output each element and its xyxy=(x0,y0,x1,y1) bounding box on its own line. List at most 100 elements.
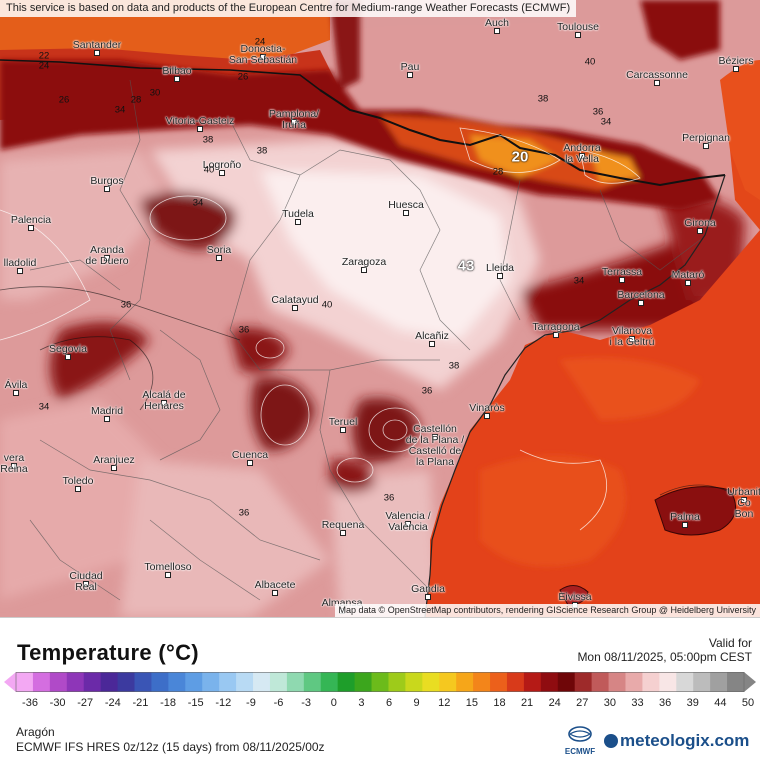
colorbar-swatch xyxy=(388,672,406,692)
city-marker xyxy=(407,72,413,78)
city-label-tomelloso[interactable]: Tomelloso xyxy=(144,561,192,573)
city-label-andorra[interactable]: Andorra la Vella xyxy=(563,142,601,165)
city-marker xyxy=(104,186,110,192)
city-label-urbanit[interactable]: Urbanit Co Bon xyxy=(727,486,760,520)
meteologix-icon xyxy=(604,734,618,748)
colorbar-swatch xyxy=(523,672,542,692)
colorbar-max-arrow xyxy=(744,672,756,692)
city-label-girona[interactable]: Girona xyxy=(684,217,716,229)
colorbar-swatch xyxy=(439,672,457,692)
contour-label: 40 xyxy=(321,299,333,311)
city-label-beziers[interactable]: Béziers xyxy=(718,55,754,67)
ecmwf-globe-icon xyxy=(568,726,592,742)
colorbar-swatch xyxy=(202,672,220,692)
city-label-requena[interactable]: Requena xyxy=(321,519,365,531)
colorbar-swatch xyxy=(506,672,525,692)
colorbar-swatch xyxy=(473,672,491,692)
temperature-field xyxy=(0,0,760,617)
city-label-aranda[interactable]: Aranda de Duero xyxy=(85,244,129,267)
colorbar-swatch xyxy=(134,672,152,692)
colorbar-tick-label: -21 xyxy=(132,697,149,709)
city-label-tudela[interactable]: Tudela xyxy=(282,208,314,220)
city-label-soria[interactable]: Soria xyxy=(206,244,232,256)
meteologix-brand[interactable]: meteologix.com xyxy=(604,731,749,751)
city-label-zaragoza[interactable]: Zaragoza xyxy=(341,256,387,268)
city-label-calatayud[interactable]: Calatayud xyxy=(271,294,319,306)
city-label-tarragona[interactable]: Tarragona xyxy=(532,321,580,333)
city-marker xyxy=(104,255,110,261)
colorbar-swatch xyxy=(151,672,169,692)
city-marker xyxy=(272,590,278,596)
city-label-toulouse[interactable]: Toulouse xyxy=(556,21,600,33)
city-label-vinaros[interactable]: Vinaròs xyxy=(469,402,505,414)
colorbar-swatch xyxy=(727,672,745,692)
city-label-donostia[interactable]: Donostia- San Sebastián xyxy=(228,43,298,66)
contour-label: 36 xyxy=(238,507,250,519)
city-marker xyxy=(579,153,585,159)
city-marker xyxy=(247,460,253,466)
colorbar-swatch xyxy=(16,672,34,692)
city-marker xyxy=(575,32,581,38)
colorbar-swatch xyxy=(100,672,119,692)
city-marker xyxy=(216,255,222,261)
city-label-alcaniz[interactable]: Alcañiz xyxy=(415,330,449,342)
city-label-vilanova[interactable]: Vilanova i la Geltrú xyxy=(609,325,655,348)
city-label-ciudadreal[interactable]: Ciudad Real xyxy=(69,570,103,593)
city-label-terrassa[interactable]: Terrassa xyxy=(601,266,643,278)
colorbar-swatch xyxy=(269,672,288,692)
city-label-valencia[interactable]: Valencia / València xyxy=(385,510,431,533)
city-marker xyxy=(403,210,409,216)
city-label-vitoria[interactable]: Vitoria-Gasteiz xyxy=(165,115,235,127)
valid-label: Valid for xyxy=(708,636,752,650)
city-marker xyxy=(111,465,117,471)
city-label-carcassonne[interactable]: Carcassonne xyxy=(626,69,688,81)
city-label-bilbao[interactable]: Bilbao xyxy=(162,65,192,77)
weather-map[interactable]: This service is based on data and produc… xyxy=(0,0,760,617)
city-label-segovia[interactable]: Segovia xyxy=(49,343,87,355)
city-label-teruel[interactable]: Teruel xyxy=(328,416,358,428)
city-label-toledo[interactable]: Toledo xyxy=(62,475,94,487)
city-label-talavera[interactable]: vera Reina xyxy=(0,452,28,475)
city-label-burgos[interactable]: Burgos xyxy=(90,175,124,187)
city-marker xyxy=(295,219,301,225)
colorbar-tick-label: 36 xyxy=(659,697,672,709)
city-label-pamplona[interactable]: Pamplona/ Iruña xyxy=(268,108,320,131)
colorbar-swatch xyxy=(253,672,271,692)
city-label-logrono[interactable]: Logroño xyxy=(202,159,242,171)
city-label-cuenca[interactable]: Cuenca xyxy=(231,449,269,461)
city-label-madrid[interactable]: Madrid xyxy=(90,405,124,417)
city-label-palencia[interactable]: Palencia xyxy=(10,214,52,226)
colorbar-tick-label: -9 xyxy=(246,697,256,709)
city-marker xyxy=(165,572,171,578)
contour-label: 34 xyxy=(573,275,585,287)
city-label-castellon[interactable]: Castellón de la Plana / Castelló de la P… xyxy=(405,423,465,468)
city-marker xyxy=(497,273,503,279)
contour-label: 26 xyxy=(58,94,70,106)
city-label-perpignan[interactable]: Perpignan xyxy=(682,132,730,144)
legend-panel: Temperature (°C) Valid for Mon 08/11/202… xyxy=(0,617,760,761)
ecmwf-logo[interactable]: ECMWF xyxy=(560,726,600,756)
city-label-auch[interactable]: Auch xyxy=(485,17,509,29)
colorbar-swatch xyxy=(540,672,559,692)
city-marker xyxy=(260,54,266,60)
city-label-pau[interactable]: Pau xyxy=(400,61,420,73)
colorbar-tick-label: -6 xyxy=(273,697,284,709)
city-label-albacete[interactable]: Albacete xyxy=(254,579,296,591)
city-label-mataro[interactable]: Mataró xyxy=(671,269,705,281)
colorbar-tick-label: 30 xyxy=(603,697,617,709)
city-label-huesca[interactable]: Huesca xyxy=(388,199,424,211)
city-label-santander[interactable]: Santander xyxy=(72,39,122,51)
city-label-aranjuez[interactable]: Aranjuez xyxy=(93,454,135,466)
city-label-gandia[interactable]: Gandia xyxy=(411,583,445,595)
city-label-eivissa[interactable]: Eivissa xyxy=(558,591,592,603)
city-label-palma[interactable]: Palma xyxy=(670,511,700,523)
city-label-alcala[interactable]: Alcalá de Henares xyxy=(142,389,186,412)
city-label-almansa[interactable]: Almansa xyxy=(321,597,363,609)
contour-label: 38 xyxy=(537,93,549,105)
city-label-avila[interactable]: Ávila xyxy=(4,379,28,391)
city-label-lleida[interactable]: Lleida xyxy=(485,262,515,274)
city-label-valladolid[interactable]: lladolid xyxy=(3,257,37,269)
contour-label: 36 xyxy=(120,299,132,311)
city-marker xyxy=(638,300,644,306)
city-label-barcelona[interactable]: Barcelona xyxy=(617,289,665,301)
